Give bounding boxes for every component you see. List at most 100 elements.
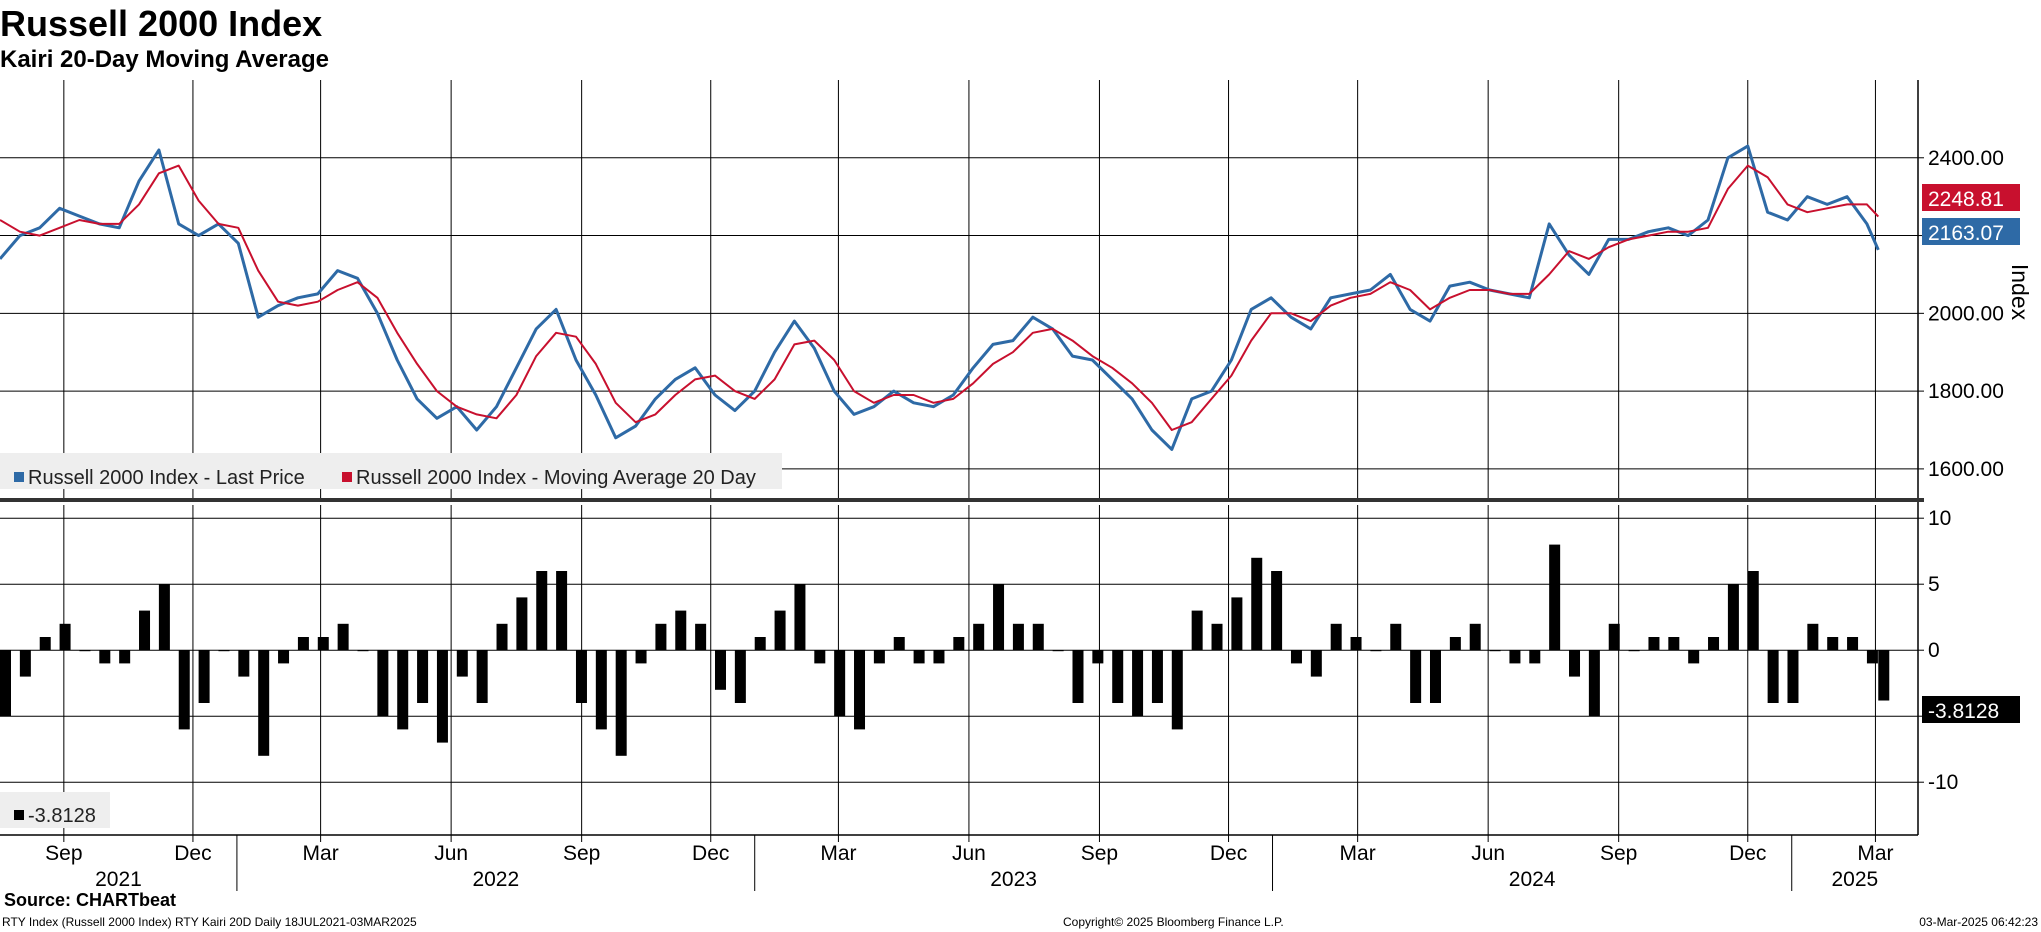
kairi-bar [1310,650,1322,677]
kairi-bar [218,650,230,652]
kairi-bar [1878,650,1890,701]
kairi-bar [59,623,71,651]
legend-label-price: Russell 2000 Index - Last Price [28,467,305,489]
kairi-bar [317,637,329,651]
kairi-bar [1231,597,1243,651]
y-tick-label: 2000.00 [1928,302,2004,325]
kairi-bar [1211,623,1223,651]
legend-label-ma: Russell 2000 Index - Moving Average 20 D… [356,467,756,489]
kairi-bar [615,650,627,756]
kairi-bar [556,571,568,651]
kairi-bar [1708,637,1720,651]
x-tick-label: Sep [1081,842,1118,865]
kairi-bar [675,610,687,651]
footer-description: RTY Index (Russell 2000 Index) RTY Kairi… [2,915,417,929]
kairi-bar [1290,650,1302,664]
kairi-bar [1827,637,1839,651]
kairi-bar [99,650,111,664]
kairi-bar [1767,650,1779,703]
kairi-bars [0,544,1890,756]
kairi-bar [377,650,389,717]
x-tick-label: Jun [434,842,468,865]
year-label: 2022 [472,868,519,891]
kairi-bar [973,623,985,651]
kairi-bar [1171,650,1183,730]
kairi-bar [139,610,151,651]
kairi-bar [1390,623,1402,651]
legends: 2248.81 2163.07 -3.8128 Russell 2000 Index … [0,184,2020,828]
kairi-bar [1330,623,1342,651]
chart-subtitle: Kairi 20-Day Moving Average [0,46,330,73]
x-tick-label: Dec [1210,842,1247,865]
x-tick-label: Sep [45,842,82,865]
kairi-bar [1271,571,1283,651]
year-label: 2024 [1509,868,1556,891]
kairi-bar [1032,623,1044,651]
kairi-bar [278,650,290,664]
kairi-bar [456,650,468,677]
legend-swatch-price [14,472,24,482]
price-lines [0,144,1880,451]
top-legend-box [0,453,782,489]
kairi-bar [178,650,190,730]
kairi-bar [1072,650,1084,703]
kairi-bar [1449,637,1461,651]
x-tick-label: Mar [820,842,856,865]
axis-labels: 1600.00 1800.00 2000.00 2400.00 -10 0 5 10 Index… [45,147,2033,891]
kairi-bar [1012,623,1024,651]
kairi-bar [695,623,707,651]
kairi-last-value: -3.8128 [1928,700,1999,723]
kairi-bar [119,650,131,664]
y-tick-label: 0 [1928,639,1940,662]
kairi-bar [854,650,866,730]
grid-lines [0,80,1918,835]
kairi-last-flag [1922,696,2020,723]
kairi-bar [993,584,1005,651]
x-tick-label: Mar [1340,842,1376,865]
axes [0,80,1924,891]
kairi-bar [417,650,429,703]
kairi-bar [953,637,965,651]
x-tick-label: Sep [563,842,600,865]
legend-swatch-ma [342,472,352,482]
moving-average-last-value: 2248.81 [1928,188,2004,211]
kairi-bar [258,650,270,756]
kairi-bar [1688,650,1700,664]
kairi-bar [893,637,905,651]
kairi-bar [1132,650,1144,717]
kairi-bar [19,650,31,677]
kairi-bar [297,637,309,651]
kairi-bar [1489,650,1501,652]
y-tick-label: 5 [1928,573,1940,596]
kairi-bar [337,623,349,651]
kairi-bar [1787,650,1799,703]
kairi-bar [754,637,766,651]
x-tick-label: Dec [692,842,729,865]
kairi-bar [496,623,508,651]
price-last-value: 2163.07 [1928,222,2004,245]
legend-label-kairi: -3.8128 [28,805,96,827]
y-tick-label: 2400.00 [1928,147,2004,170]
kairi-bar [1668,637,1680,651]
kairi-bar [516,597,528,651]
kairi-bar [198,650,210,703]
kairi-bar [1807,623,1819,651]
footer-copyright: Copyright© 2025 Bloomberg Finance L.P. [1063,915,1284,929]
y-tick-label: 1600.00 [1928,458,2004,481]
kairi-bar [635,650,647,664]
x-tick-label: Dec [1729,842,1766,865]
kairi-bar [0,650,11,717]
kairi-bar [1112,650,1124,703]
kairi-bar [933,650,945,664]
kairi-bar [1569,650,1581,677]
kairi-bar [1092,650,1104,664]
kairi-bar [1350,637,1362,651]
kairi-bar [1370,650,1382,652]
chart-title: Russell 2000 Index [0,3,323,44]
kairi-bar [873,650,885,664]
kairi-bar [39,637,51,651]
y-tick-label: 10 [1928,507,1951,530]
kairi-bar [714,650,726,690]
kairi-bar [436,650,448,743]
